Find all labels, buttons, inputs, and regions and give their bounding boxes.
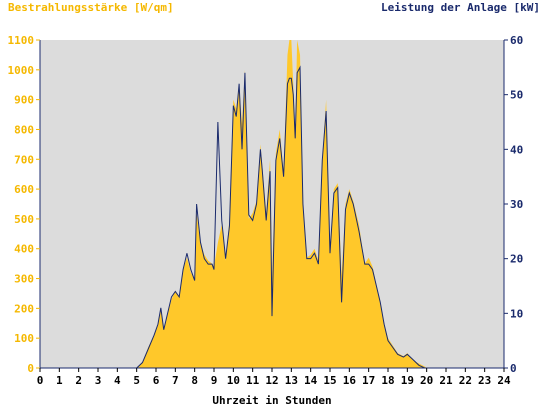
- x-tick-label: 23: [478, 374, 491, 387]
- x-tick-label: 8: [191, 374, 198, 387]
- left-tick-label: 400: [14, 243, 34, 256]
- left-axis-title: Bestrahlungsstärke [W/qm]: [8, 1, 174, 14]
- x-tick-label: 19: [401, 374, 414, 387]
- left-tick-label: 600: [14, 183, 34, 196]
- left-tick-label: 1100: [8, 34, 35, 47]
- x-tick-label: 10: [227, 374, 240, 387]
- right-tick-label: 50: [510, 89, 523, 102]
- left-tick-label: 900: [14, 94, 34, 107]
- x-tick-label: 15: [323, 374, 336, 387]
- right-tick-label: 20: [510, 253, 523, 266]
- x-tick-label: 24: [497, 374, 511, 387]
- left-tick-label: 100: [14, 332, 34, 345]
- x-tick-label: 21: [439, 374, 453, 387]
- x-tick-label: 12: [265, 374, 278, 387]
- x-tick-label: 9: [211, 374, 218, 387]
- left-tick-label: 300: [14, 273, 34, 286]
- left-tick-label: 0: [27, 362, 34, 375]
- x-tick-label: 1: [56, 374, 63, 387]
- x-axis-title: Uhrzeit in Stunden: [212, 394, 332, 407]
- x-tick-label: 17: [362, 374, 375, 387]
- x-tick-label: 20: [420, 374, 433, 387]
- x-tick-label: 2: [75, 374, 82, 387]
- left-tick-label: 700: [14, 153, 34, 166]
- x-tick-label: 14: [304, 374, 318, 387]
- right-tick-label: 60: [510, 34, 523, 47]
- left-tick-label: 1000: [8, 64, 35, 77]
- x-tick-label: 16: [343, 374, 357, 387]
- left-tick-label: 500: [14, 213, 34, 226]
- right-tick-label: 30: [510, 198, 523, 211]
- x-tick-label: 18: [381, 374, 394, 387]
- x-tick-label: 4: [114, 374, 121, 387]
- right-tick-label: 10: [510, 307, 523, 320]
- x-tick-label: 0: [37, 374, 44, 387]
- left-tick-label: 800: [14, 123, 34, 136]
- right-tick-label: 40: [510, 143, 523, 156]
- power-line: [40, 65, 504, 369]
- left-tick-label: 200: [14, 302, 34, 315]
- x-tick-label: 13: [285, 374, 298, 387]
- x-tick-label: 3: [95, 374, 102, 387]
- x-tick-label: 6: [153, 374, 160, 387]
- x-tick-label: 5: [133, 374, 140, 387]
- x-tick-label: 22: [459, 374, 472, 387]
- right-tick-label: 0: [510, 362, 517, 375]
- x-tick-label: 7: [172, 374, 179, 387]
- right-axis-title: Leistung der Anlage [kW]: [381, 1, 540, 14]
- x-tick-label: 11: [246, 374, 260, 387]
